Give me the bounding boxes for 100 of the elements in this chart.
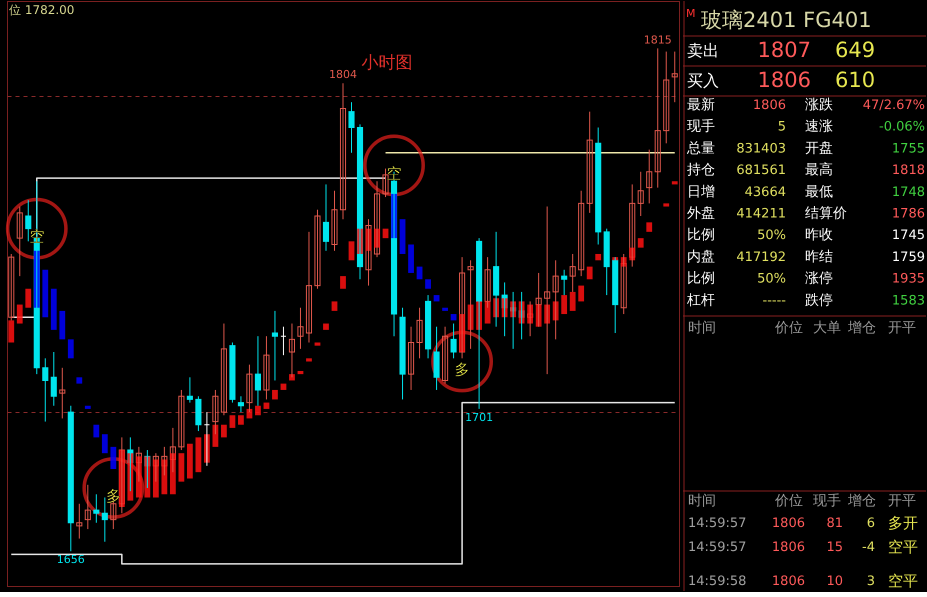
bar bbox=[230, 415, 236, 428]
bar bbox=[578, 286, 584, 302]
bar bbox=[586, 266, 593, 280]
text: 卖出 bbox=[687, 41, 719, 60]
text: 610 bbox=[835, 68, 876, 92]
bar bbox=[298, 370, 304, 374]
text: 3 bbox=[866, 574, 875, 589]
text: 涨跌 bbox=[805, 97, 833, 113]
bar bbox=[314, 342, 320, 346]
text: 831403 bbox=[736, 141, 786, 156]
bar bbox=[450, 314, 456, 320]
text: 1806 bbox=[758, 68, 811, 92]
annotation: 位 1782.00 bbox=[9, 3, 74, 17]
text: 昨收 bbox=[805, 227, 833, 244]
candlestick bbox=[663, 51, 670, 144]
text: 6 bbox=[866, 516, 875, 531]
text: 43664 bbox=[744, 184, 786, 200]
text: 1748 bbox=[892, 184, 925, 200]
text: 15 bbox=[826, 540, 843, 555]
text: 1806 bbox=[772, 574, 805, 589]
bar bbox=[348, 241, 354, 260]
annotation: 1804 bbox=[329, 68, 357, 82]
candlestick bbox=[42, 358, 48, 422]
candlestick bbox=[586, 111, 593, 214]
bar bbox=[434, 295, 440, 302]
text: 14:59:57 bbox=[688, 540, 746, 555]
bar bbox=[84, 406, 91, 409]
bar bbox=[76, 377, 82, 384]
candlestick bbox=[527, 300, 534, 337]
candlestick bbox=[16, 206, 23, 277]
bar bbox=[68, 339, 74, 358]
text: 开盘 bbox=[805, 140, 833, 156]
candlestick bbox=[297, 307, 304, 350]
bar bbox=[425, 279, 431, 289]
bar bbox=[663, 203, 670, 207]
bar bbox=[161, 460, 168, 494]
text: 增仓 bbox=[847, 493, 876, 509]
bar bbox=[212, 424, 218, 447]
bar bbox=[186, 444, 193, 478]
bar bbox=[264, 402, 270, 409]
text: 现手 bbox=[813, 493, 841, 509]
candlestick bbox=[408, 326, 414, 390]
text: 大单 bbox=[813, 320, 841, 336]
data-label: 空 bbox=[386, 164, 402, 182]
bar bbox=[8, 320, 14, 343]
bar bbox=[332, 301, 338, 311]
candlestick bbox=[646, 149, 652, 204]
candlestick bbox=[340, 82, 346, 220]
text: 1786 bbox=[892, 206, 925, 222]
candlestick bbox=[382, 168, 389, 198]
bar bbox=[102, 434, 108, 454]
text: 1806 bbox=[772, 516, 805, 531]
text: 14:59:58 bbox=[688, 574, 746, 589]
bar bbox=[280, 384, 286, 390]
bar bbox=[59, 310, 66, 340]
candlestick bbox=[59, 367, 66, 419]
candlestick bbox=[280, 326, 287, 356]
bar bbox=[110, 446, 116, 469]
text: 比例 bbox=[687, 270, 715, 287]
bar bbox=[382, 228, 388, 238]
annotation: 1656 bbox=[56, 553, 85, 566]
text: 涨停 bbox=[805, 270, 833, 287]
text: M bbox=[686, 7, 696, 20]
candlestick bbox=[178, 389, 184, 451]
text: 多开 bbox=[888, 514, 918, 532]
candlestick bbox=[654, 48, 661, 188]
text: 现手 bbox=[687, 118, 715, 135]
candlestick bbox=[314, 209, 321, 290]
text: 开平 bbox=[888, 320, 916, 336]
candlestick bbox=[238, 396, 244, 413]
bar bbox=[152, 460, 159, 498]
text: 玻璃2401 FG401 bbox=[701, 8, 872, 32]
candlestick bbox=[68, 405, 74, 552]
bar bbox=[221, 424, 227, 438]
text: 1745 bbox=[892, 228, 925, 244]
text: 50% bbox=[757, 272, 786, 287]
text: 1807 bbox=[758, 38, 811, 62]
text: 比例 bbox=[687, 227, 715, 244]
bar bbox=[246, 408, 252, 418]
point bbox=[363, 134, 425, 196]
text: 空平 bbox=[888, 538, 918, 556]
text: 最低 bbox=[805, 184, 833, 200]
bar bbox=[306, 358, 312, 362]
text: 1806 bbox=[772, 540, 805, 555]
bar bbox=[646, 222, 652, 232]
text: 1755 bbox=[892, 141, 925, 156]
bar bbox=[484, 301, 490, 324]
candlestick bbox=[220, 323, 227, 416]
text: 小时图 bbox=[362, 53, 412, 73]
candlestick bbox=[84, 484, 91, 530]
bar bbox=[561, 295, 568, 314]
candlestick bbox=[93, 494, 100, 524]
text: 昨结 bbox=[805, 248, 833, 265]
bar bbox=[255, 406, 261, 416]
bar bbox=[196, 437, 202, 472]
bar bbox=[272, 390, 278, 400]
text: 空平 bbox=[888, 572, 918, 590]
bar bbox=[638, 238, 644, 248]
bar bbox=[595, 254, 602, 260]
text: 414211 bbox=[736, 206, 786, 222]
